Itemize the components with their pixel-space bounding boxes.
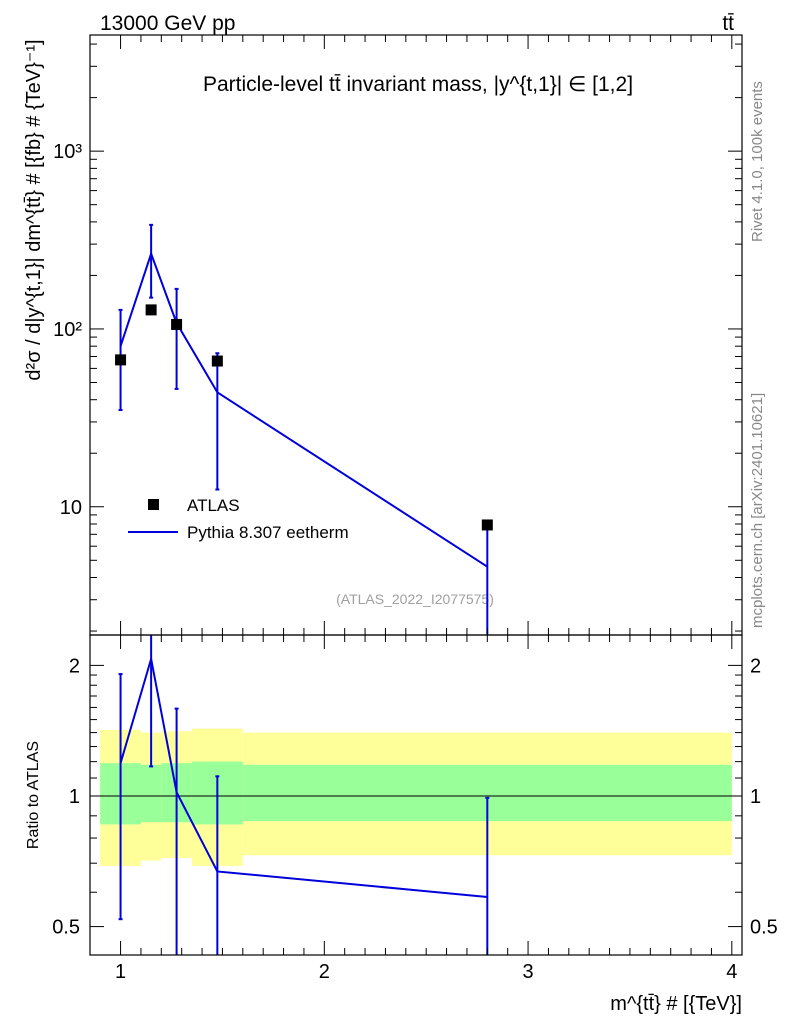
ratio-y-tick-label: 0.5 [52,917,80,939]
ratio-frame [89,634,743,956]
ratio-x-tick-label: 1 [115,961,126,983]
ratio-x-tick-label: 3 [523,961,534,983]
process-label: tt̄ [722,12,734,35]
ratio-y-tick-label-right: 2 [750,655,761,677]
main-y-tick-label: 10³ [53,141,82,163]
ratio-x-tick-label: 4 [726,961,737,983]
mcplots-label: mcplots.cern.ch [arXiv:2401.10621] [749,393,766,628]
ratio-y-tick-label-right: 0.5 [750,917,778,939]
ratio-plot-layer [90,635,742,955]
main-plot-layer [115,223,493,635]
ratio-y-tick-label: 2 [69,655,80,677]
ratio-x-tick-label: 2 [319,961,330,983]
main-axis-ticks: 10 10² 10³ [53,35,742,635]
ratio-y-tick-label: 1 [69,786,80,808]
main-y-tick-label: 10² [53,319,82,341]
energy-label: 13000 GeV pp [100,12,235,35]
legend-atlas-marker [148,499,159,510]
ratio-panel: Ratio to ATLAS 1 2 3 4 0.5 0.5 1 1 2 2 m^{tt̄} # … [25,634,778,1015]
x-axis-label: m^{tt̄} # [{TeV}] [610,993,742,1015]
main-y-tick-label: 10 [60,497,82,519]
rivet-label: Rivet 4.1.0, 100k events [749,81,766,242]
atlas-data-point [145,304,157,316]
ratio-y-tick-label-right: 1 [750,786,761,808]
ratio-axis-ticks: 1 2 3 4 0.5 0.5 1 1 2 2 [52,635,778,983]
main-y-axis-label: d²σ / d|y^{t,1}| dm^{tt̄} # [{fb} # {TeV… [23,39,45,380]
legend-atlas-label: ATLAS [187,496,240,515]
legend-pythia-label: Pythia 8.307 eetherm [187,523,349,542]
mc-curve [119,250,488,568]
ratio-green-band [140,764,162,823]
atlas-data-point [171,318,183,330]
main-panel: Particle-level tt̄ invariant mass, |y^{t… [23,34,743,636]
main-title: Particle-level tt̄ invariant mass, |y^{t… [203,73,633,96]
atlas-data-point [211,355,223,367]
main-frame [89,34,743,636]
ratio-y-axis-label: Ratio to ATLAS [25,741,42,849]
atlas-data-point [481,519,493,531]
analysis-watermark: (ATLAS_2022_I2077575) [336,591,494,607]
legend: ATLAS Pythia 8.307 eetherm [128,496,349,542]
atlas-data-point [115,354,127,366]
